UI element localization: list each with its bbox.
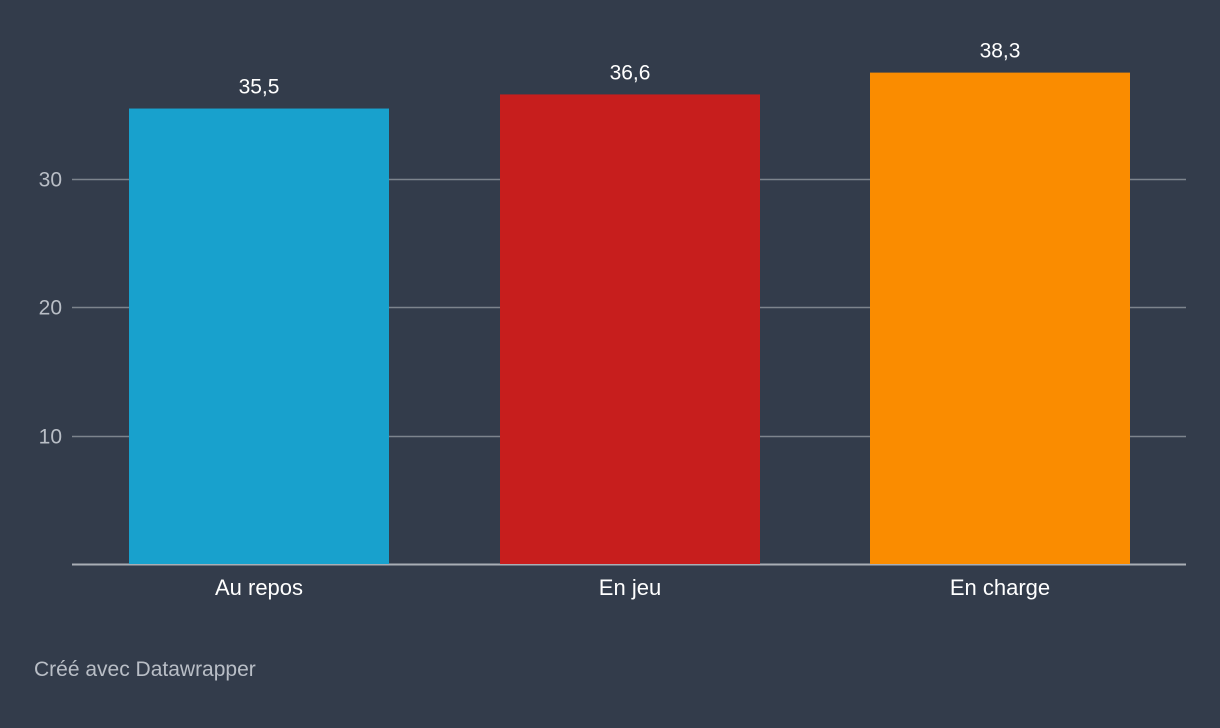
y-axis-ticks: 10 20 30 xyxy=(39,169,62,449)
x-tick-label: En charge xyxy=(950,575,1050,600)
data-labels: 35,5 36,6 38,3 xyxy=(239,40,1021,99)
y-tick-label: 10 xyxy=(39,426,62,449)
bar xyxy=(129,108,389,564)
bar xyxy=(500,94,760,564)
x-tick-label: Au repos xyxy=(215,575,303,600)
bar-value-label: 38,3 xyxy=(980,40,1021,63)
datawrapper-credit[interactable]: Créé avec Datawrapper xyxy=(34,658,256,681)
x-tick-label: En jeu xyxy=(599,575,661,600)
bar-value-label: 36,6 xyxy=(610,61,651,84)
bar-value-label: 35,5 xyxy=(239,76,280,99)
y-tick-label: 30 xyxy=(39,169,62,192)
bars xyxy=(129,72,1130,565)
bar xyxy=(870,72,1130,565)
y-tick-label: 20 xyxy=(39,297,62,320)
x-axis-ticks: Au repos En jeu En charge xyxy=(215,575,1050,600)
